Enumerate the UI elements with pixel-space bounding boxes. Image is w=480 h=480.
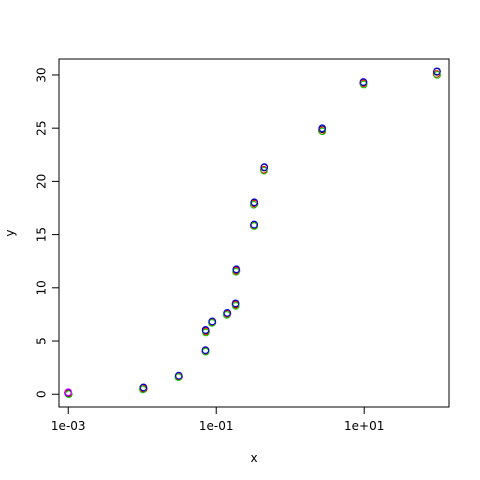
data-point	[232, 265, 241, 273]
y-tick-label: 15	[35, 227, 49, 242]
data-point	[318, 127, 327, 136]
data-point	[174, 371, 183, 380]
x-tick-label: 1e-01	[199, 419, 234, 433]
data-points	[64, 67, 442, 399]
data-point	[250, 198, 259, 206]
data-point	[232, 268, 240, 276]
y-tick-label: 0	[35, 390, 49, 398]
data-point	[318, 124, 327, 132]
plot-frame	[58, 58, 450, 408]
data-point	[359, 80, 368, 89]
data-point	[139, 383, 148, 392]
data-point	[223, 309, 232, 317]
data-point	[433, 71, 442, 79]
y-axis-label: y	[3, 229, 17, 236]
data-point	[433, 67, 441, 76]
data-point	[260, 166, 268, 175]
data-point	[202, 328, 210, 337]
x-tick-label: 1e-03	[51, 419, 86, 433]
y-tick-label: 25	[35, 121, 49, 136]
data-point	[64, 388, 73, 396]
y-tick-label: 30	[35, 67, 49, 82]
y-tick-label: 10	[35, 280, 49, 295]
data-point	[231, 299, 240, 308]
data-point	[260, 163, 269, 171]
data-point	[250, 220, 258, 229]
y-axis: 0 5 10 15 20 25 30	[35, 67, 60, 398]
data-point	[232, 302, 240, 310]
data-point	[359, 78, 368, 86]
data-point	[432, 70, 441, 78]
x-axis-label: x	[250, 451, 257, 465]
x-tick-label: 1e+01	[344, 419, 384, 433]
data-point	[201, 346, 210, 354]
y-tick-label: 5	[35, 337, 49, 345]
x-axis: 1e-03 1e-01 1e+01	[51, 406, 384, 433]
data-point	[208, 317, 217, 326]
data-point	[201, 326, 210, 334]
data-point	[249, 200, 258, 209]
y-tick-label: 20	[35, 174, 49, 189]
